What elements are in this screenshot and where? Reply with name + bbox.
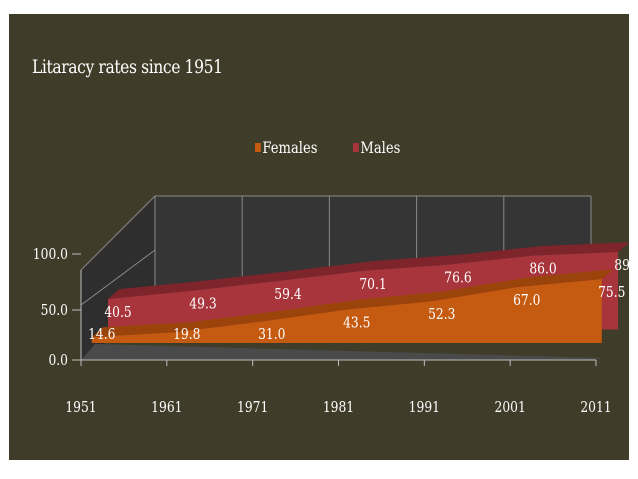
x-tick-label: 2011 <box>580 399 611 416</box>
data-label-females: 67.0 <box>513 292 540 309</box>
area-females <box>91 279 602 343</box>
data-label-males: 40.5 <box>104 304 131 321</box>
x-tick-label: 1991 <box>409 399 440 416</box>
data-label-males: 86.0 <box>529 261 556 278</box>
area-top-females <box>91 269 614 338</box>
y-tick-label: 100.0 <box>33 246 68 263</box>
data-label-females: 31.0 <box>258 326 285 343</box>
legend-label-females: Females <box>262 138 318 157</box>
data-label-females: 14.6 <box>88 326 115 343</box>
chart-title: Litaracy rates since 1951 <box>32 56 223 78</box>
chart-legend: Females Males <box>255 138 411 157</box>
legend-item-females: Females <box>255 138 317 157</box>
x-tick-label: 1981 <box>323 399 354 416</box>
grid-line-side <box>80 249 156 306</box>
data-label-females: 75.5 <box>598 284 625 301</box>
data-label-males: 59.4 <box>274 286 302 303</box>
data-label-females: 52.3 <box>428 306 455 323</box>
data-label-males: 49.3 <box>189 295 216 312</box>
legend-label-males: Males <box>360 138 401 157</box>
legend-item-males: Males <box>353 138 401 157</box>
y-tick-label: 50.0 <box>41 302 68 319</box>
data-label-males: 70.1 <box>359 276 386 293</box>
grid-line-side <box>80 195 156 271</box>
x-tick-label: 1971 <box>237 399 268 416</box>
legend-swatch-females <box>255 143 261 152</box>
y-tick-label: 0.0 <box>48 352 68 369</box>
area-top-males <box>108 242 630 299</box>
data-label-males: 76.6 <box>444 269 471 286</box>
legend-swatch-males <box>353 143 359 152</box>
x-tick-label: 2001 <box>495 399 526 416</box>
data-label-females: 43.5 <box>343 314 370 331</box>
x-tick-label: 1961 <box>151 399 182 416</box>
x-tick-label: 1951 <box>65 399 96 416</box>
floor <box>81 344 603 360</box>
data-label-females: 19.8 <box>173 326 200 343</box>
data-label-males: 89.8 <box>614 257 638 274</box>
